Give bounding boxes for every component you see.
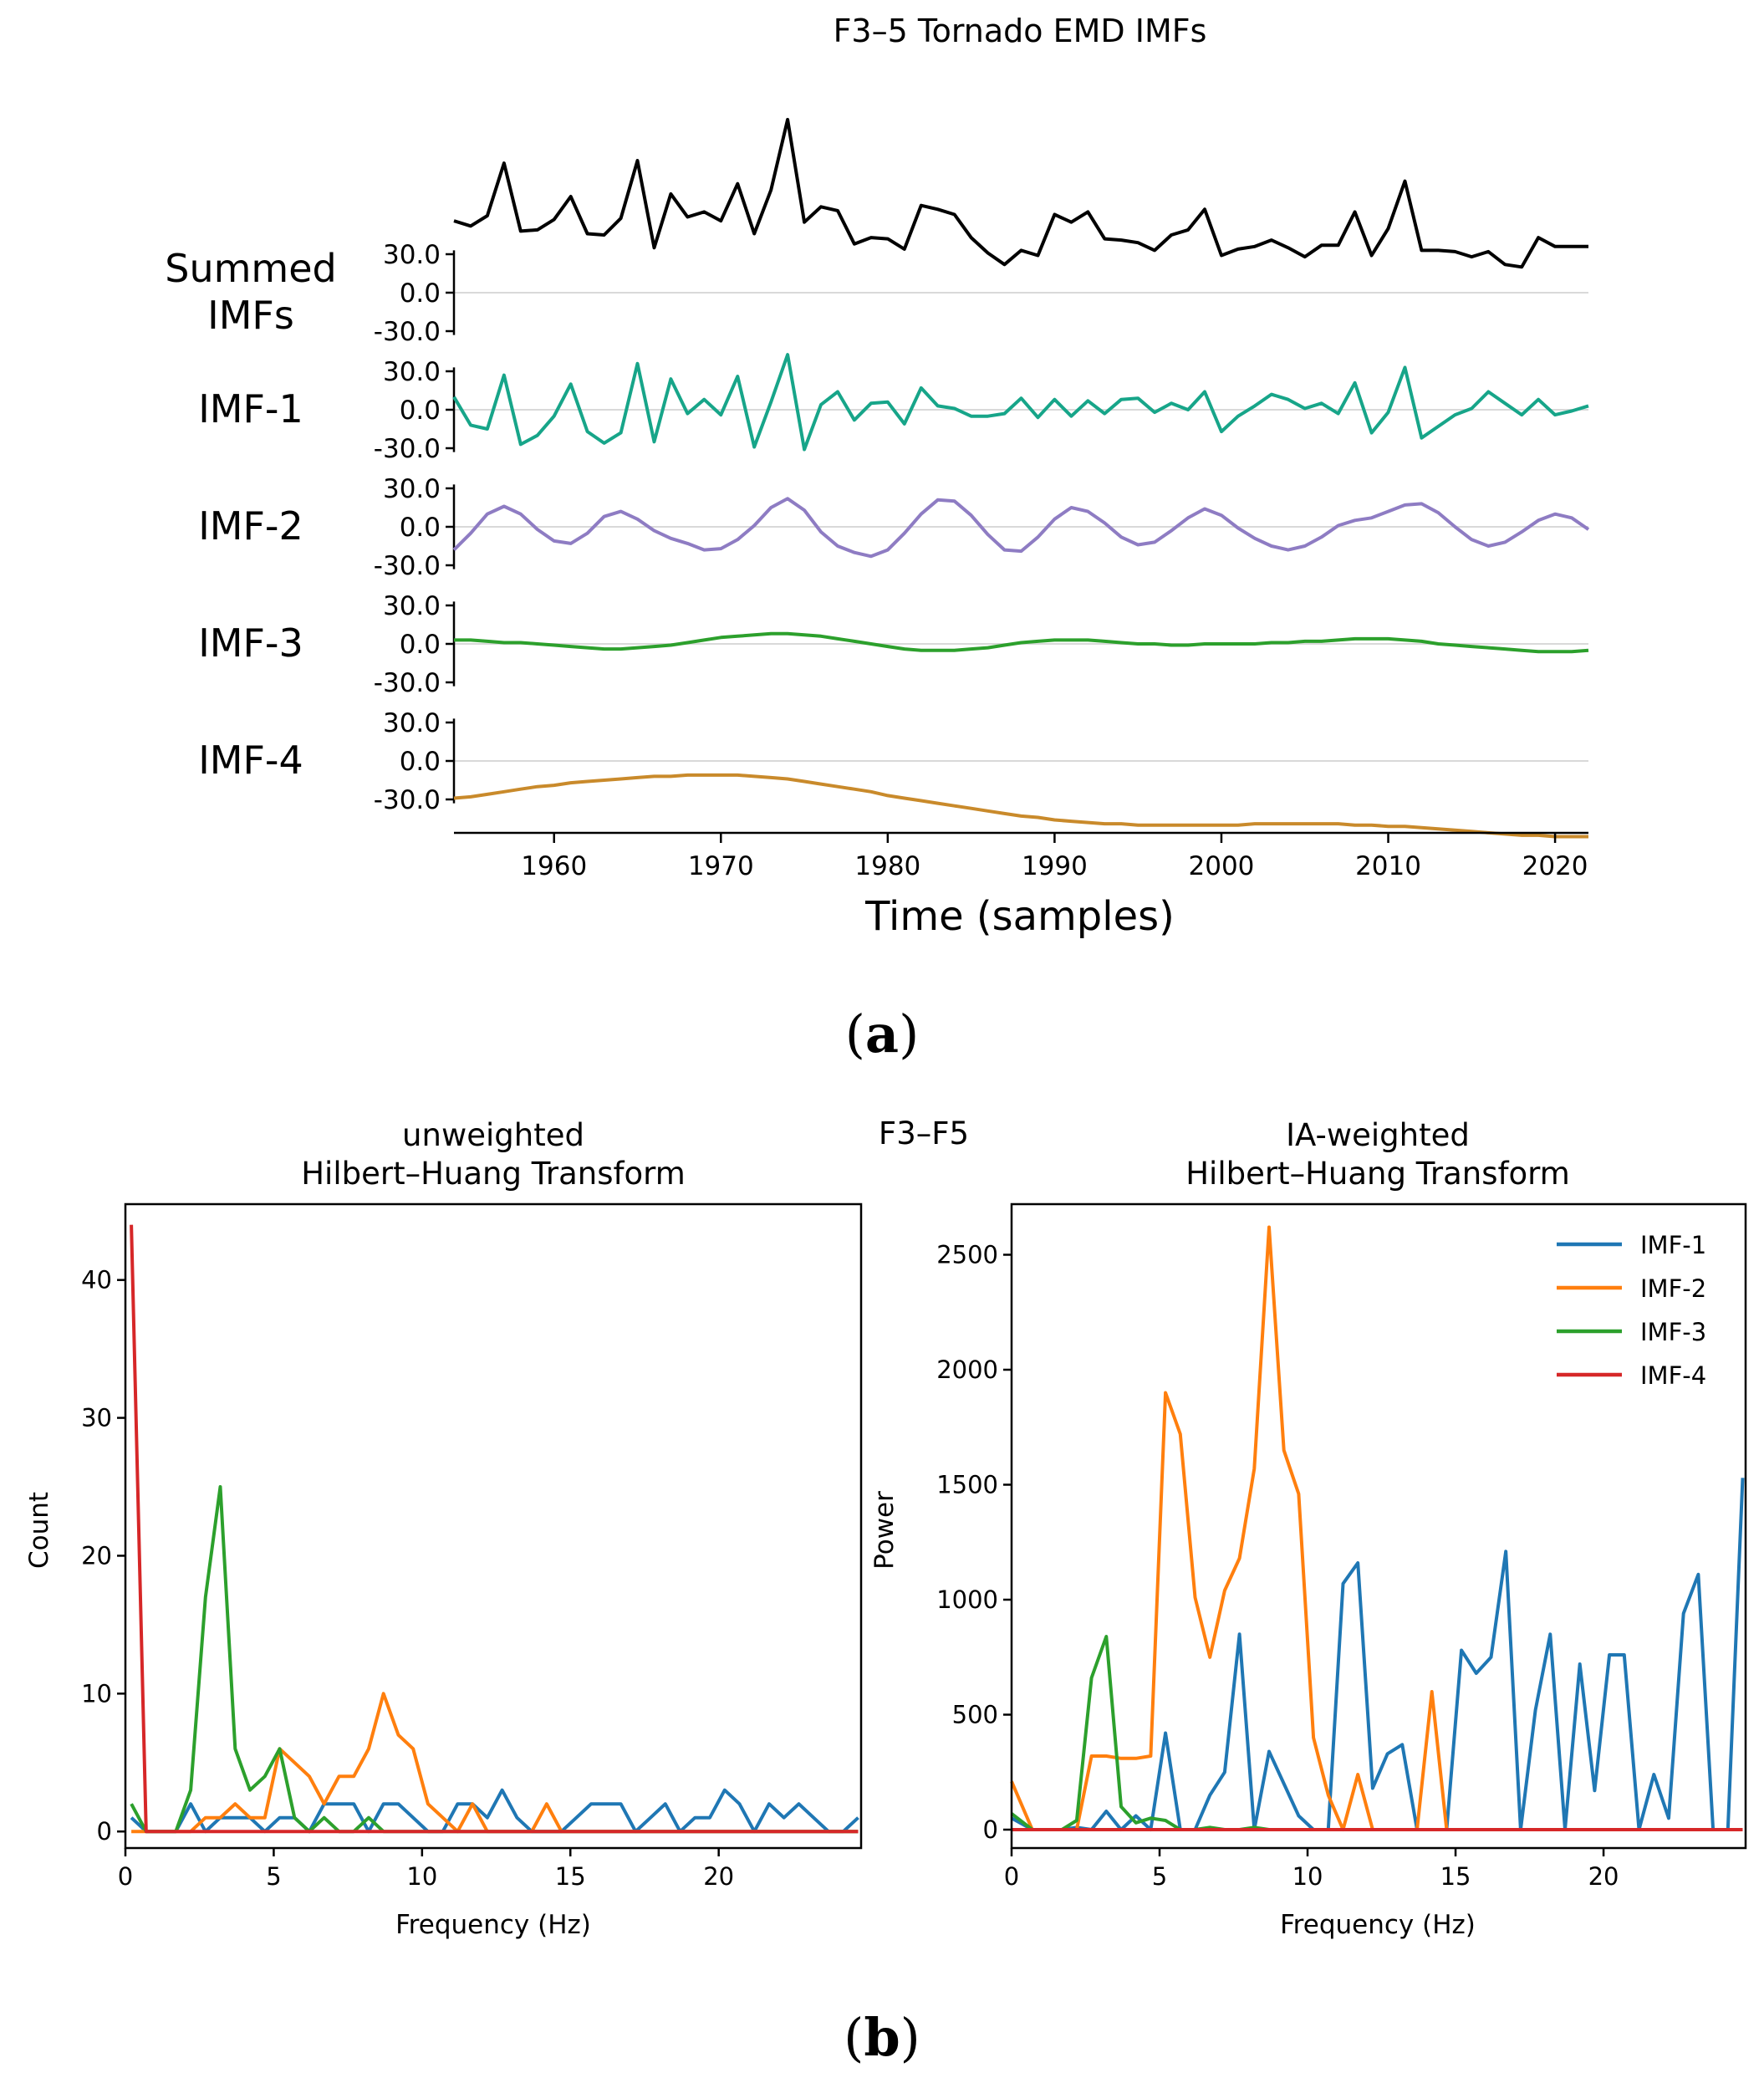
imf2-y-tick-label: -30.0 bbox=[374, 551, 441, 581]
emd-x-tick-label: 1980 bbox=[854, 851, 920, 881]
emd-x-tick-label: 2020 bbox=[1522, 851, 1588, 881]
summed-row-label: IMFs bbox=[207, 293, 294, 338]
weighted-title-line-1: IA-weighted bbox=[1286, 1117, 1470, 1153]
legend-label-imf-3: IMF-3 bbox=[1640, 1318, 1706, 1346]
weighted-x-tick-label: 0 bbox=[1004, 1862, 1019, 1891]
weighted-y-tick-label: 2000 bbox=[936, 1356, 998, 1384]
imf3-y-tick-label: -30.0 bbox=[374, 668, 441, 698]
legend-label-imf-2: IMF-2 bbox=[1640, 1274, 1706, 1303]
imf3-y-tick-label: 30.0 bbox=[383, 591, 441, 621]
imf1-series-line bbox=[452, 353, 1589, 452]
summed-row-label: Summed bbox=[165, 246, 336, 291]
emd-x-tick-label: 2000 bbox=[1189, 851, 1255, 881]
unweighted-y-tick-label: 10 bbox=[81, 1679, 112, 1708]
unweighted-x-tick-label: 5 bbox=[266, 1862, 281, 1891]
weighted-y-axis-label: Power bbox=[869, 1491, 900, 1570]
hht-suptitle: F3–F5 bbox=[879, 1116, 969, 1151]
imf3-y-tick-label: 0.0 bbox=[400, 630, 441, 660]
unweighted-x-tick-label: 15 bbox=[555, 1862, 586, 1891]
panel-label-b: (b) bbox=[844, 2007, 920, 2068]
imf1-y-tick-label: -30.0 bbox=[374, 434, 441, 464]
summed-series-line bbox=[453, 118, 1588, 269]
unweighted-x-tick-label: 20 bbox=[703, 1862, 734, 1891]
weighted-x-axis-label: Frequency (Hz) bbox=[1280, 1910, 1476, 1940]
legend: IMF-1 IMF-2 IMF-3 IMF-4 bbox=[1557, 1231, 1706, 1390]
ia-weighted-plot-area: 0 5 10 15 20 0 500 1000 1500 2000 2500 bbox=[936, 1202, 1747, 1891]
imf2-y-tick-label: 0.0 bbox=[400, 513, 441, 543]
emd-x-axis-label: Time (samples) bbox=[864, 893, 1175, 940]
unweighted-series-imf-1 bbox=[130, 1788, 859, 1834]
unweighted-plot-frame bbox=[124, 1202, 863, 1850]
legend-label-imf-1: IMF-1 bbox=[1640, 1231, 1706, 1259]
emd-x-tick-label: 1960 bbox=[521, 851, 587, 881]
unweighted-y-tick-label: 0 bbox=[97, 1817, 112, 1846]
weighted-x-tick-label: 10 bbox=[1292, 1862, 1323, 1891]
imf2-row-label: IMF-2 bbox=[198, 503, 303, 549]
imf1-y-tick-label: 30.0 bbox=[383, 357, 441, 387]
imf4-y-tick-label: 30.0 bbox=[383, 708, 441, 738]
unweighted-title-line-2: Hilbert–Huang Transform bbox=[301, 1156, 686, 1192]
imf4-y-tick-label: -30.0 bbox=[374, 785, 441, 815]
emd-x-ticks: 1960 1970 1980 1990 2000 2010 2020 bbox=[521, 833, 1588, 881]
panel-label-a-letter: a bbox=[865, 1003, 899, 1065]
weighted-x-tick-label: 5 bbox=[1152, 1862, 1167, 1891]
weighted-y-tick-label: 1500 bbox=[936, 1471, 998, 1499]
unweighted-x-tick-label: 0 bbox=[118, 1862, 133, 1891]
unweighted-x-axis-label: Frequency (Hz) bbox=[395, 1910, 591, 1940]
unweighted-y-tick-label: 30 bbox=[81, 1404, 112, 1432]
unweighted-series-imf-4 bbox=[130, 1224, 859, 1834]
unweighted-y-tick-label: 20 bbox=[81, 1541, 112, 1570]
weighted-plot-frame bbox=[1010, 1202, 1747, 1850]
panel-label-a: (a) bbox=[845, 1003, 920, 1065]
emd-x-tick-label: 1970 bbox=[688, 851, 754, 881]
imf1-y-tick-label: 0.0 bbox=[400, 396, 441, 426]
unweighted-hht-chart: unweighted Hilbert–Huang Transform 0 5 10 1… bbox=[24, 1117, 863, 1940]
imf4-series-line bbox=[453, 773, 1588, 839]
weighted-series-imf-1 bbox=[1011, 1478, 1745, 1831]
emd-x-tick-label: 1990 bbox=[1022, 851, 1088, 881]
unweighted-y-tick-label: 40 bbox=[81, 1266, 112, 1294]
imf3-row-label: IMF-3 bbox=[198, 620, 303, 666]
weighted-y-tick-label: 1000 bbox=[936, 1585, 998, 1614]
weighted-y-tick-label: 500 bbox=[952, 1701, 998, 1729]
unweighted-x-tick-label: 10 bbox=[406, 1862, 437, 1891]
weighted-y-tick-label: 2500 bbox=[936, 1241, 998, 1269]
ia-weighted-hht-chart: IA-weighted Hilbert–Huang Transform 0 5 10… bbox=[869, 1117, 1747, 1940]
imf1-row-label: IMF-1 bbox=[198, 386, 303, 431]
weighted-x-tick-label: 20 bbox=[1588, 1862, 1619, 1891]
emd-imf-chart: F3–5 Tornado EMD IMFs 30.0 0.0 -30.0 Summed… bbox=[165, 13, 1590, 940]
legend-label-imf-4: IMF-4 bbox=[1640, 1361, 1706, 1390]
imf2-series-line bbox=[452, 497, 1590, 559]
panel-label-b-letter: b bbox=[864, 2007, 900, 2068]
weighted-y-tick-label: 0 bbox=[983, 1815, 998, 1844]
emd-x-tick-label: 2010 bbox=[1355, 851, 1421, 881]
imf2-y-tick-label: 30.0 bbox=[383, 474, 441, 504]
unweighted-title-line-1: unweighted bbox=[402, 1117, 584, 1153]
emd-chart-title: F3–5 Tornado EMD IMFs bbox=[834, 13, 1207, 49]
unweighted-plot-area: 0 5 10 15 20 0 10 20 30 40 bbox=[81, 1202, 863, 1891]
imf4-row-label: IMF-4 bbox=[198, 738, 303, 783]
weighted-title-line-2: Hilbert–Huang Transform bbox=[1185, 1156, 1570, 1192]
imf3-series-line bbox=[454, 631, 1589, 654]
weighted-x-tick-label: 15 bbox=[1440, 1862, 1471, 1891]
summed-y-tick-label: 30.0 bbox=[383, 240, 441, 270]
summed-y-tick-label: -30.0 bbox=[374, 317, 441, 347]
imf4-y-tick-label: 0.0 bbox=[400, 747, 441, 777]
summed-y-tick-label: 0.0 bbox=[400, 278, 441, 309]
unweighted-y-axis-label: Count bbox=[24, 1492, 54, 1569]
